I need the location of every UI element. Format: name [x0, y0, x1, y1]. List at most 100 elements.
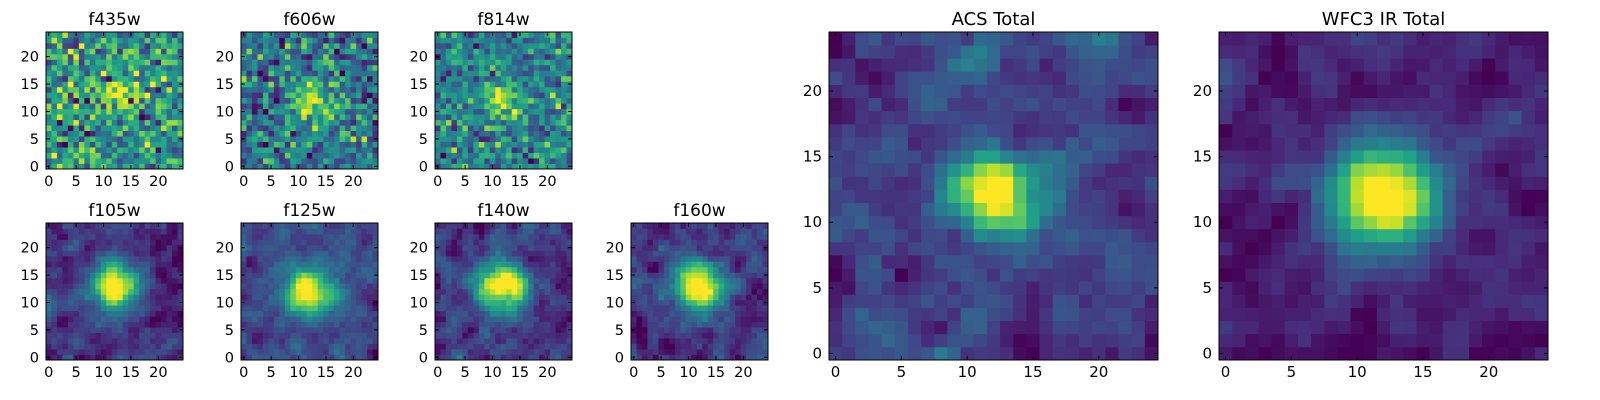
x-tick-label: 0 [433, 365, 442, 381]
heatmap-cell [544, 332, 551, 339]
heatmap-cell [1105, 189, 1119, 203]
heatmap-cell [544, 261, 551, 268]
heatmap-cell [246, 299, 253, 306]
heatmap-cell [680, 354, 687, 361]
heatmap-cell [301, 250, 308, 257]
y-tick-label: 20 [216, 241, 234, 257]
heatmap-cell [489, 349, 496, 355]
heatmap-cell [1026, 176, 1040, 190]
heatmap-cell [356, 250, 362, 257]
heatmap-cell [533, 48, 540, 55]
heatmap-cell [273, 70, 280, 77]
heatmap-cell [517, 288, 524, 295]
heatmap-cell [251, 42, 258, 49]
heatmap-cell [762, 332, 769, 339]
heatmap-cell [155, 288, 162, 295]
heatmap-cell [78, 152, 85, 159]
heatmap-cell [46, 130, 52, 137]
heatmap-cell [561, 64, 567, 71]
heatmap-cell [62, 332, 69, 339]
heatmap-cell [550, 294, 556, 301]
heatmap-cell [172, 277, 178, 284]
heatmap-cell [539, 48, 545, 55]
heatmap-cell [117, 70, 124, 77]
heatmap-cell [484, 64, 491, 71]
heatmap-cell [495, 75, 502, 82]
heatmap-cell [268, 59, 275, 66]
heatmap-cell [356, 332, 362, 339]
heatmap-cell [484, 86, 491, 93]
heatmap-cell [46, 37, 52, 44]
heatmap-cell [484, 327, 491, 333]
heatmap-cell [172, 136, 178, 142]
heatmap-cell [301, 64, 308, 71]
heatmap-cell [155, 338, 162, 344]
heatmap-cell [51, 119, 58, 126]
heatmap-cell [500, 266, 507, 273]
heatmap-cell [539, 332, 545, 339]
heatmap-cell [62, 163, 69, 170]
heatmap-cell [462, 53, 469, 60]
heatmap-cell [62, 81, 69, 88]
heatmap-cell [100, 42, 107, 49]
heatmap-cell [268, 310, 275, 317]
heatmap-cell [934, 346, 948, 361]
heatmap-cell [467, 163, 474, 170]
heatmap-cell [511, 310, 518, 317]
heatmap-cell [345, 272, 351, 279]
heatmap-cell [128, 239, 135, 246]
heatmap-cell [636, 255, 643, 262]
heatmap-cell [95, 277, 102, 284]
heatmap-cell [631, 250, 637, 257]
heatmap-cell [301, 86, 308, 93]
heatmap-cell [251, 250, 258, 257]
heatmap-cell [511, 255, 518, 262]
heatmap-cell [246, 223, 253, 229]
heatmap-cell [555, 152, 562, 159]
heatmap-cell [78, 233, 85, 240]
heatmap-cell [89, 53, 96, 60]
heatmap-cell [533, 272, 540, 279]
heatmap-cell [663, 310, 670, 317]
heatmap-cell [506, 283, 513, 290]
heatmap-cell [89, 338, 96, 344]
heatmap-cell [155, 136, 162, 142]
heatmap-cell [306, 147, 313, 153]
heatmap-cell [456, 37, 463, 44]
heatmap-cell [361, 277, 368, 284]
heatmap-cell [117, 305, 124, 312]
heatmap-cell [555, 103, 562, 110]
heatmap-cell [1079, 228, 1093, 243]
y-tick-label: 5 [419, 132, 428, 148]
heatmap-cell [724, 354, 731, 361]
heatmap-cell [960, 346, 975, 361]
heatmap-cell [367, 32, 373, 38]
heatmap-cell [881, 333, 896, 348]
heatmap-cell [550, 92, 556, 99]
heatmap-cell [150, 228, 156, 235]
heatmap-cell [345, 147, 351, 153]
heatmap-cell [84, 327, 91, 333]
heatmap-cell [117, 59, 124, 66]
heatmap-cell [544, 299, 551, 306]
heatmap-cell [440, 305, 447, 312]
heatmap-cell [641, 250, 648, 257]
heatmap-cell [544, 316, 551, 323]
heatmap-cell [762, 266, 769, 273]
heatmap-cell [842, 307, 856, 322]
heatmap-cell [279, 114, 286, 121]
heatmap-cell [301, 92, 308, 99]
heatmap-cell [111, 48, 118, 55]
heatmap-cell [128, 103, 135, 110]
heatmap-cell [62, 255, 69, 262]
heatmap-cell [150, 86, 156, 93]
heatmap-cell [440, 130, 447, 137]
heatmap-cell [166, 343, 173, 350]
heatmap-cell [312, 114, 319, 121]
heatmap-cell [1013, 320, 1027, 335]
heatmap-cell [67, 64, 74, 71]
heatmap-cell [262, 125, 269, 132]
heatmap-cell [139, 114, 146, 121]
heatmap-cell [339, 92, 346, 99]
heatmap-cell [746, 294, 752, 301]
